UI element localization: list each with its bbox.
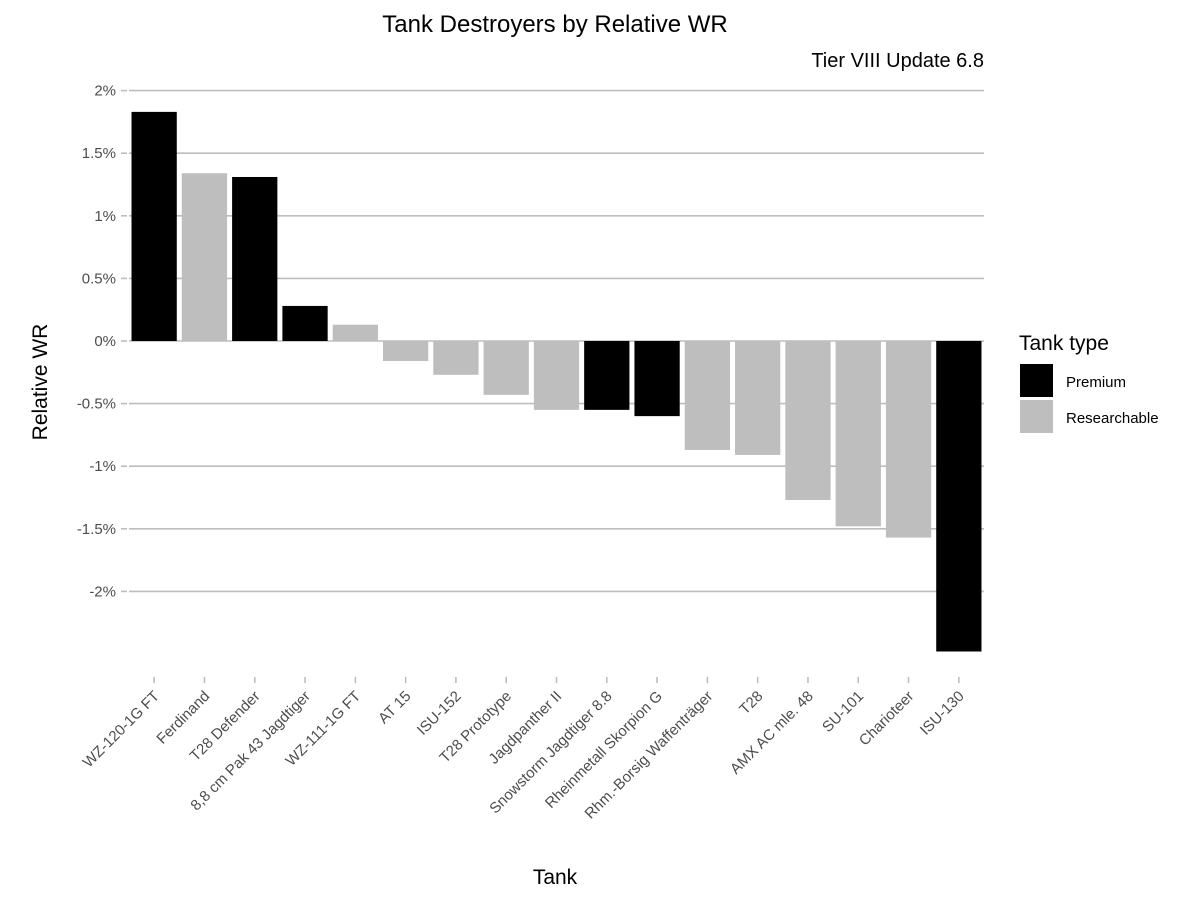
y-tick-label: -1.5% [77, 521, 116, 538]
y-axis-ticks: 2% 1.5% 1% 0.5% 0% -0.5% -1% -1.5% -2% [77, 83, 127, 600]
x-tick-label: T28 [736, 688, 766, 718]
bar [433, 341, 479, 375]
x-tick-label: SU-101 [819, 688, 867, 736]
y-tick-label: 2% [94, 83, 116, 100]
y-tick-label: -2% [89, 583, 116, 600]
legend-swatch-researchable [1020, 400, 1053, 433]
x-axis-title: Tank [533, 866, 578, 889]
y-tick-label: 0.5% [82, 270, 116, 287]
legend-swatch-premium [1020, 364, 1053, 397]
y-tick-label: 0% [94, 333, 116, 350]
bar [131, 111, 177, 341]
bar [282, 305, 328, 341]
bar [936, 341, 982, 652]
legend: Tank type Premium Researchable [1019, 332, 1159, 433]
chart-title: Tank Destroyers by Relative WR [382, 11, 727, 38]
y-axis-title: Relative WR [29, 324, 52, 441]
bar [885, 341, 932, 538]
bar [785, 341, 831, 501]
x-tick-label: ISU-152 [414, 688, 465, 739]
legend-label-researchable: Researchable [1066, 410, 1159, 427]
y-tick-label: -0.5% [77, 396, 116, 413]
bar [483, 341, 529, 395]
x-tick-label: Charioteer [856, 688, 918, 750]
bar [181, 173, 228, 341]
y-tick-label: -1% [89, 458, 116, 475]
bar [533, 341, 580, 410]
x-tick-label: AT 15 [375, 688, 414, 727]
bar [684, 341, 731, 450]
bar [735, 341, 781, 455]
x-tick-label: ISU-130 [917, 688, 968, 739]
bar [835, 341, 881, 527]
legend-label-premium: Premium [1066, 374, 1126, 391]
bars [131, 111, 982, 652]
bar [634, 341, 680, 417]
chart-subtitle: Tier VIII Update 6.8 [811, 50, 984, 72]
bar [584, 341, 630, 410]
bar [382, 341, 429, 362]
x-tick-label: WZ-120-1G FT [80, 688, 163, 771]
legend-title: Tank type [1019, 332, 1109, 355]
y-tick-label: 1% [94, 208, 116, 225]
bar [232, 176, 278, 341]
bar [332, 324, 378, 341]
y-tick-label: 1.5% [82, 145, 116, 162]
